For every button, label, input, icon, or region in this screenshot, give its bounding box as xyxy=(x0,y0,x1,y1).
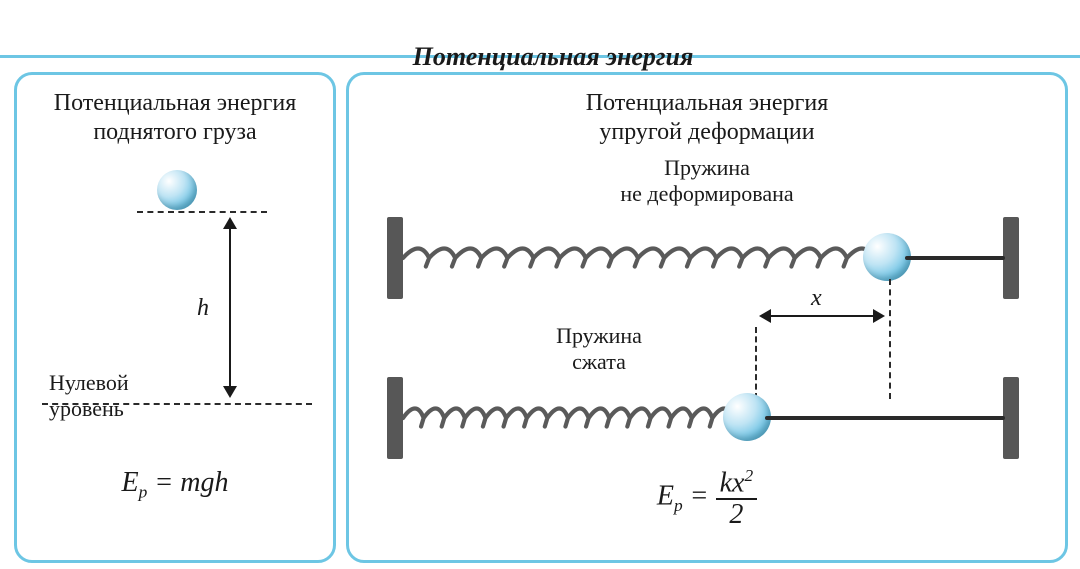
ball-spring-1 xyxy=(863,233,911,281)
spring-compressed xyxy=(403,395,733,441)
panel-right-title: Потенциальная энергия упругой деформации xyxy=(349,89,1065,148)
wall-left-2 xyxy=(387,377,403,459)
height-arrow xyxy=(229,219,231,396)
wall-right-2 xyxy=(1003,377,1019,459)
wall-left-1 xyxy=(387,217,403,299)
label-undeformed: Пружина не деформирована xyxy=(349,155,1065,207)
header-title-text: Потенциальная энергия xyxy=(413,42,694,71)
spring-undeformed xyxy=(403,235,873,281)
panel-lifted-load: Потенциальная энергия поднятого груза h … xyxy=(14,72,336,563)
ball-spring-2 xyxy=(723,393,771,441)
dash-x-right xyxy=(889,279,891,399)
ball-icon xyxy=(157,170,197,210)
x-arrow xyxy=(761,315,883,317)
label-compressed: Пружина сжата xyxy=(509,323,689,375)
dash-top xyxy=(137,211,267,213)
wall-right-1 xyxy=(1003,217,1019,299)
dash-x-left xyxy=(755,327,757,399)
panel-spring-deformation: Потенциальная энергия упругой деформации… xyxy=(346,72,1068,563)
formula-ep-mgh: Ep = mgh xyxy=(17,467,333,503)
x-label: x xyxy=(811,285,822,312)
rod-2 xyxy=(765,416,1005,420)
physics-diagram: Потенциальная энергия Ep2 − Ep1 = −A Пот… xyxy=(0,0,1080,569)
rod-1 xyxy=(905,256,1005,260)
height-label: h xyxy=(197,295,209,322)
panel-left-title: Потенциальная энергия поднятого груза xyxy=(17,89,333,148)
zero-level-label: Нулевой уровень xyxy=(49,370,129,422)
formula-ep-spring: Ep = kx22 xyxy=(349,467,1065,529)
